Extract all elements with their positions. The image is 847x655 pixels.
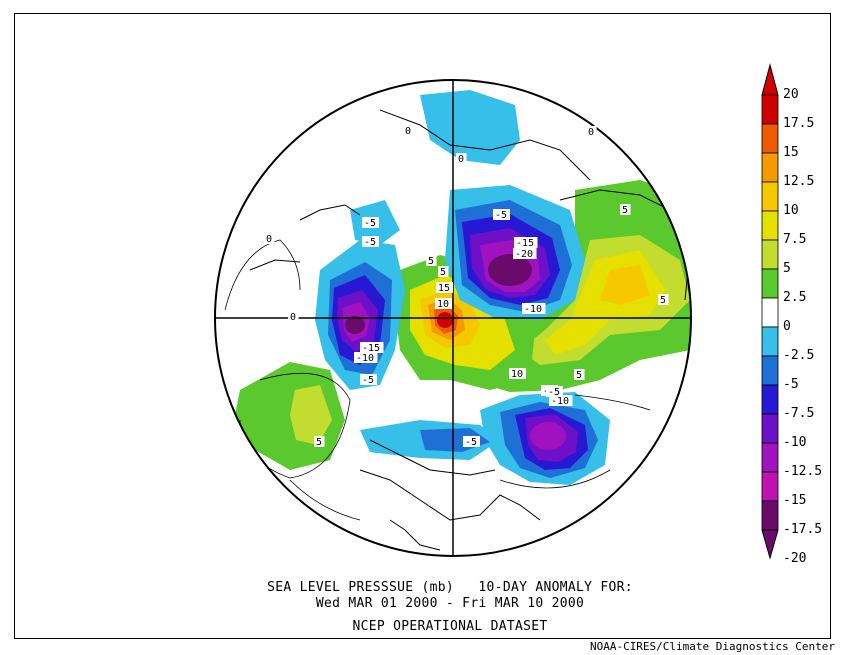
colorbar-tick-label: -10 (783, 435, 807, 450)
contour-label: -5 (495, 210, 507, 221)
colorbar-tick-label: 17.5 (783, 116, 815, 131)
colorbar-tick-label: -17.5 (783, 522, 823, 537)
contour-label: 5 (660, 295, 666, 306)
map-title-line1: SEA LEVEL PRESSSUE (mb) 10-DAY ANOMALY F… (267, 580, 633, 595)
contour-label: 5 (576, 370, 582, 381)
colorbar-tick-label: 12.5 (783, 174, 815, 189)
colorbar-swatch (761, 326, 779, 357)
contour-label: 0 (405, 126, 411, 137)
colorbar-swatch (761, 413, 779, 444)
dataset-label: NCEP OPERATIONAL DATASET (352, 619, 548, 634)
contour-label: 5 (440, 267, 446, 278)
contour-label: -10 (524, 304, 542, 315)
contour-label: 10 (437, 299, 449, 310)
colorbar-swatch (761, 94, 779, 125)
colorbar-tick-label: -2.5 (783, 348, 815, 363)
colorbar-min-arrow (761, 529, 779, 560)
colorbar-tick-label: 20 (783, 87, 799, 102)
contour-label: 10 (511, 369, 523, 380)
colorbar-swatch (761, 152, 779, 183)
colorbar-tick-label: 0 (783, 319, 791, 334)
colorbar-swatch (761, 500, 779, 531)
colorbar-tick-label: -12.5 (783, 464, 823, 479)
contour-label: -10 (356, 353, 374, 364)
colorbar-swatch (761, 239, 779, 270)
contour-label: 5 (316, 437, 322, 448)
plot-frame (14, 13, 831, 639)
colorbar-tick-label: -5 (783, 377, 799, 392)
colorbar-tick-label: -7.5 (783, 406, 815, 421)
contour-label: -20 (515, 249, 533, 260)
colorbar-swatch (761, 442, 779, 473)
colorbar-tick-label: 2.5 (783, 290, 807, 305)
colorbar-tick-label: 7.5 (783, 232, 807, 247)
contour-label: -15 (516, 238, 534, 249)
anomaly-field (215, 80, 691, 556)
contour-label: 0 (266, 234, 272, 245)
colorbar-swatch (761, 210, 779, 241)
colorbar-tick-label: -15 (783, 493, 807, 508)
colorbar-swatch (761, 297, 779, 328)
contour-label: -5 (548, 387, 560, 398)
colorbar-swatch (761, 123, 779, 154)
colorbar (761, 63, 779, 560)
contour-label: -5 (364, 237, 376, 248)
colorbar-max-arrow (761, 63, 779, 96)
map-title-line2: Wed MAR 01 2000 - Fri MAR 10 2000 (315, 596, 585, 611)
contour-label: 5 (428, 256, 434, 267)
contour-labels: 0000-5-5-5-15-20-10-5-10-15-55101555105-… (264, 125, 669, 448)
colorbar-swatch (761, 181, 779, 212)
contour-label: 0 (290, 312, 296, 323)
credit-label: NOAA-CIRES/Climate Diagnostics Center (589, 640, 835, 653)
colorbar-tick-label: -20 (783, 551, 807, 566)
contour-label: 5 (622, 205, 628, 216)
contour-label: -10 (551, 396, 569, 407)
contour-label: -5 (465, 437, 477, 448)
colorbar-swatch (761, 384, 779, 415)
colorbar-swatch (761, 355, 779, 386)
colorbar-swatch (761, 268, 779, 299)
colorbar-swatch (761, 471, 779, 502)
contour-label: -5 (362, 375, 374, 386)
colorbar-tick-label: 15 (783, 145, 799, 160)
colorbar-tick-label: 10 (783, 203, 799, 218)
map-boundary (214, 79, 692, 557)
colorbar-tick-label: 5 (783, 261, 791, 276)
contour-label: 0 (588, 127, 594, 138)
contour-label: 0 (458, 154, 464, 165)
contour-label: 15 (438, 283, 450, 294)
contour-label: -5 (364, 218, 376, 229)
contour-label: -15 (362, 343, 380, 354)
